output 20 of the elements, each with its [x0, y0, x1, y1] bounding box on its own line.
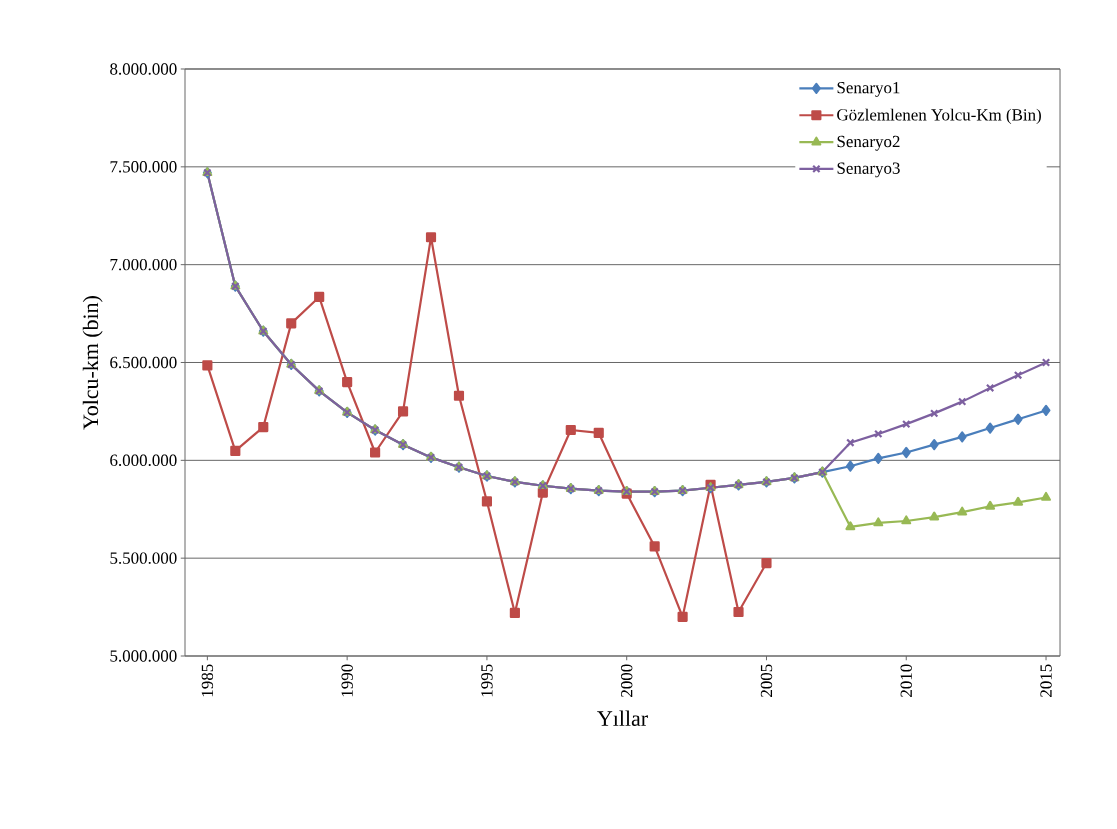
x-axis-title: Yıllar [597, 710, 648, 726]
y-tick-label: 8.000.000 [110, 63, 177, 75]
x-tick-label: 1995 [481, 664, 493, 697]
legend-label: Senaryo3 [837, 162, 900, 178]
x-tick-label: 2015 [1040, 664, 1052, 697]
legend-label: Senaryo1 [837, 81, 900, 97]
y-axis-title: Yolcu-km (bin) [82, 296, 103, 430]
x-tick-label: 2000 [620, 664, 633, 697]
y-tick-label: 5.000.000 [110, 650, 177, 662]
x-tick-label: 2010 [900, 664, 912, 697]
legend-label: Senaryo2 [837, 135, 900, 151]
x-tick-label: 1985 [201, 664, 214, 697]
y-tick-label: 7.500.000 [110, 161, 177, 173]
legend-label: Gözlemlenen Yolcu-Km (Bin) [837, 108, 1041, 124]
x-tick-label: 1990 [341, 664, 353, 697]
x-tick-label: 2005 [760, 664, 773, 697]
y-tick-label: 6.500.000 [110, 356, 177, 369]
y-tick-label: 5.500.000 [110, 552, 177, 564]
y-tick-label: 6.000.000 [110, 454, 177, 467]
y-tick-label: 7.000.000 [110, 258, 177, 271]
